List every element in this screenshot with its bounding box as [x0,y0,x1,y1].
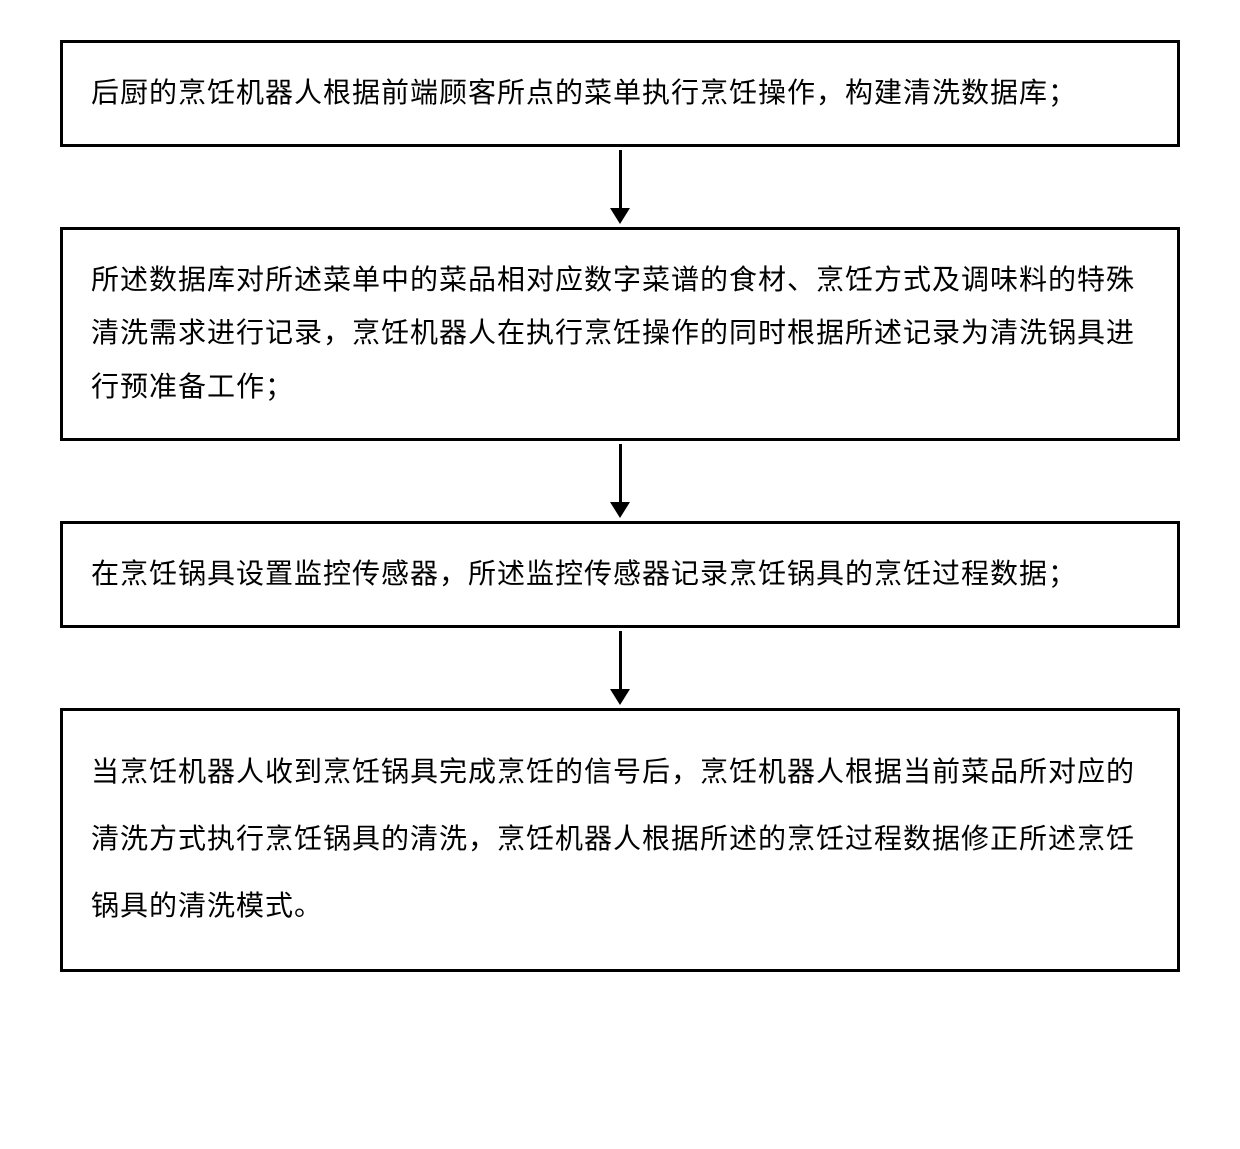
arrow-3 [610,628,630,708]
flowchart-step-4: 当烹饪机器人收到烹饪锅具完成烹饪的信号后，烹饪机器人根据当前菜品所对应的清洗方式… [60,708,1180,972]
flowchart-step-3: 在烹饪锅具设置监控传感器，所述监控传感器记录烹饪锅具的烹饪过程数据； [60,521,1180,628]
step-text: 当烹饪机器人收到烹饪锅具完成烹饪的信号后，烹饪机器人根据当前菜品所对应的清洗方式… [91,757,1135,922]
arrow-1 [610,147,630,227]
arrow-head-icon [610,689,630,705]
arrow-head-icon [610,502,630,518]
step-text: 在烹饪锅具设置监控传感器，所述监控传感器记录烹饪锅具的烹饪过程数据； [91,559,1077,590]
flowchart-step-2: 所述数据库对所述菜单中的菜品相对应数字菜谱的食材、烹饪方式及调味料的特殊清洗需求… [60,227,1180,441]
flowchart-step-1: 后厨的烹饪机器人根据前端顾客所点的菜单执行烹饪操作，构建清洗数据库； [60,40,1180,147]
arrow-line [619,150,622,208]
step-text: 后厨的烹饪机器人根据前端顾客所点的菜单执行烹饪操作，构建清洗数据库； [91,78,1077,109]
flowchart-container: 后厨的烹饪机器人根据前端顾客所点的菜单执行烹饪操作，构建清洗数据库； 所述数据库… [60,40,1180,972]
arrow-line [619,444,622,502]
arrow-head-icon [610,208,630,224]
arrow-line [619,631,622,689]
step-text: 所述数据库对所述菜单中的菜品相对应数字菜谱的食材、烹饪方式及调味料的特殊清洗需求… [91,265,1135,402]
arrow-2 [610,441,630,521]
